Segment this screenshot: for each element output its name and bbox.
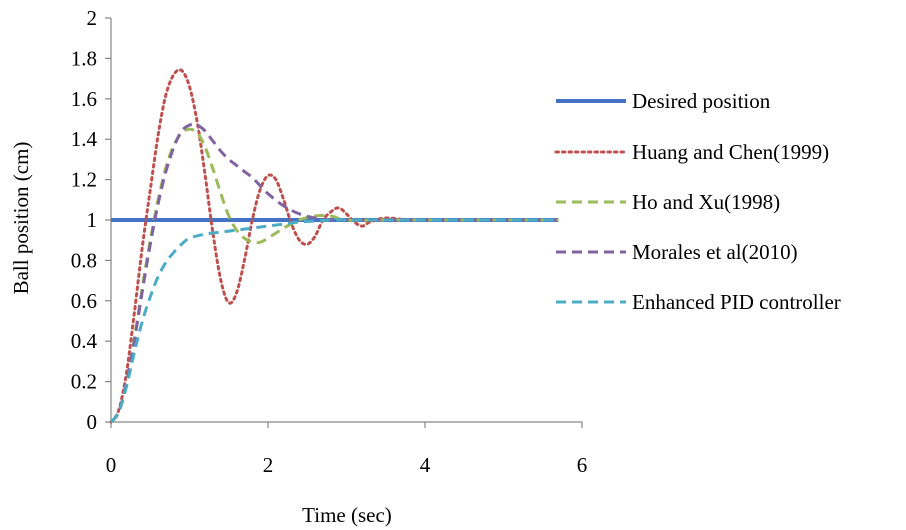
axes	[105, 17, 583, 428]
y-tick-label: 0.2	[71, 370, 97, 394]
x-tick-label: 4	[420, 453, 431, 477]
legend-label-2: Ho and Xu(1998)	[632, 190, 780, 214]
series-line-1	[109, 68, 560, 424]
tick-labels: 0 0.2 0.4 0.6 0.8 1 1.2 1.4 1.6 1.8 2 0 2 4 6	[71, 6, 588, 477]
y-tick-label: 1.2	[71, 168, 97, 192]
y-tick-label: 1.4	[71, 127, 98, 151]
y-tick-label: 2	[87, 6, 98, 30]
x-tick-label: 2	[263, 453, 274, 477]
y-tick-label: 0.4	[71, 329, 98, 353]
series-line-2	[109, 127, 559, 424]
series-line-4	[109, 218, 559, 423]
y-tick-label: 1.6	[71, 87, 97, 111]
legend-label-1: Huang and Chen(1999)	[632, 140, 829, 164]
y-tick-label: 0.6	[71, 289, 97, 313]
legend-label-0: Desired position	[632, 89, 771, 113]
series-line-3	[109, 122, 559, 424]
y-tick-label: 0.8	[71, 248, 97, 272]
y-axis-label: Ball position (cm)	[9, 142, 33, 295]
x-tick-label: 0	[106, 453, 117, 477]
x-tick-label: 6	[577, 453, 588, 477]
legend-label-3: Morales et al(2010)	[632, 240, 798, 264]
series-lines	[109, 68, 560, 424]
legend-label-4: Enhanced PID controller	[632, 290, 841, 314]
y-tick-label: 1	[87, 208, 98, 232]
y-tick-label: 1.8	[71, 46, 97, 70]
y-tick-label: 0	[87, 410, 98, 434]
x-axis-label: Time (sec)	[302, 503, 392, 527]
legend: Desired position Huang and Chen(1999) Ho a…	[554, 89, 841, 314]
